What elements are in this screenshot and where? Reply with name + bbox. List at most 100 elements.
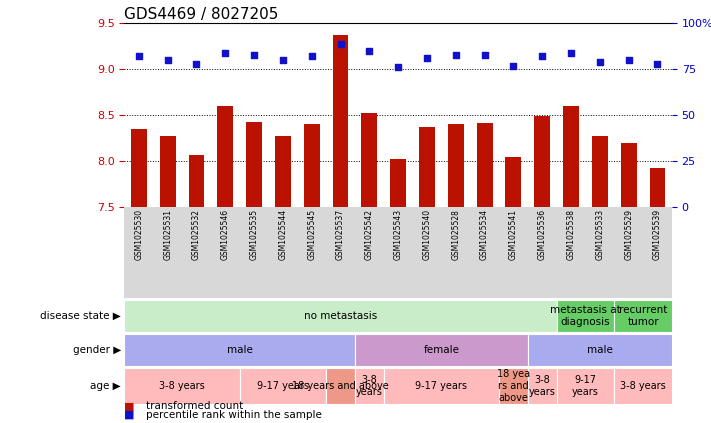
- Text: 9-17 years: 9-17 years: [257, 381, 309, 391]
- Bar: [131, 129, 146, 207]
- Point: [133, 53, 144, 60]
- Text: no metastasis: no metastasis: [304, 311, 377, 321]
- Text: GSM1025543: GSM1025543: [394, 209, 402, 260]
- Text: GSM1025540: GSM1025540: [422, 209, 432, 260]
- Point: [508, 62, 519, 69]
- Text: 9-17 years: 9-17 years: [415, 381, 467, 391]
- Bar: [124, 300, 557, 332]
- Text: GSM1025542: GSM1025542: [365, 209, 374, 260]
- Text: GSM1025528: GSM1025528: [451, 209, 460, 260]
- Bar: [557, 207, 585, 298]
- Bar: [304, 124, 320, 207]
- Text: disease state ▶: disease state ▶: [40, 311, 121, 321]
- Point: [220, 49, 231, 56]
- Bar: [124, 368, 240, 404]
- Text: recurrent
tumor: recurrent tumor: [619, 305, 667, 327]
- Text: 3-8
years: 3-8 years: [529, 375, 556, 397]
- Bar: [218, 106, 233, 207]
- Bar: [528, 334, 672, 366]
- Text: GSM1025531: GSM1025531: [163, 209, 172, 260]
- Text: GSM1025546: GSM1025546: [221, 209, 230, 260]
- Point: [594, 58, 606, 65]
- Text: metastasis at
diagnosis: metastasis at diagnosis: [550, 305, 621, 327]
- Bar: [557, 300, 614, 332]
- Text: GSM1025533: GSM1025533: [595, 209, 604, 260]
- Bar: [585, 207, 614, 298]
- Text: female: female: [423, 345, 459, 355]
- Point: [422, 55, 433, 62]
- Text: 18 yea
rs and
above: 18 yea rs and above: [497, 369, 530, 403]
- Point: [623, 57, 634, 63]
- Bar: [499, 368, 528, 404]
- Bar: [614, 300, 672, 332]
- Bar: [592, 135, 608, 207]
- Point: [652, 60, 663, 67]
- Text: GSM1025532: GSM1025532: [192, 209, 201, 260]
- Text: GSM1025541: GSM1025541: [509, 209, 518, 260]
- Bar: [506, 157, 521, 207]
- Text: GSM1025529: GSM1025529: [624, 209, 634, 260]
- Bar: [355, 368, 384, 404]
- Bar: [412, 207, 442, 298]
- Text: age ▶: age ▶: [90, 381, 121, 391]
- Bar: [355, 207, 384, 298]
- Text: 3-8 years: 3-8 years: [159, 381, 205, 391]
- Bar: [326, 368, 355, 404]
- Text: GSM1025545: GSM1025545: [307, 209, 316, 260]
- Text: GSM1025539: GSM1025539: [653, 209, 662, 260]
- Bar: [621, 143, 636, 207]
- Point: [479, 51, 491, 58]
- Bar: [448, 124, 464, 207]
- Bar: [240, 207, 269, 298]
- Bar: [534, 116, 550, 207]
- Text: ■: ■: [124, 409, 135, 420]
- Text: 3-8
years: 3-8 years: [356, 375, 383, 397]
- Bar: [557, 368, 614, 404]
- Text: GSM1025544: GSM1025544: [279, 209, 287, 260]
- Bar: [188, 155, 204, 207]
- Text: GSM1025530: GSM1025530: [134, 209, 144, 260]
- Bar: [563, 106, 579, 207]
- Bar: [384, 368, 499, 404]
- Bar: [326, 207, 355, 298]
- Text: 18 years and above: 18 years and above: [292, 381, 389, 391]
- Bar: [528, 207, 557, 298]
- Bar: [390, 159, 406, 207]
- Bar: [124, 334, 355, 366]
- Bar: [442, 207, 470, 298]
- Bar: [160, 137, 176, 207]
- Bar: [361, 113, 378, 207]
- Text: GSM1025538: GSM1025538: [567, 209, 575, 260]
- Point: [363, 47, 375, 54]
- Bar: [269, 207, 297, 298]
- Bar: [528, 368, 557, 404]
- Point: [306, 53, 317, 60]
- Bar: [499, 207, 528, 298]
- Bar: [297, 207, 326, 298]
- Text: male: male: [227, 345, 252, 355]
- Bar: [124, 207, 154, 298]
- Point: [335, 40, 346, 47]
- Text: 9-17
years: 9-17 years: [572, 375, 599, 397]
- Bar: [154, 207, 182, 298]
- Point: [450, 51, 461, 58]
- Bar: [614, 368, 672, 404]
- Point: [565, 49, 577, 56]
- Point: [248, 51, 260, 58]
- Bar: [384, 207, 412, 298]
- Bar: [355, 334, 528, 366]
- Text: gender ▶: gender ▶: [73, 345, 121, 355]
- Text: GDS4469 / 8027205: GDS4469 / 8027205: [124, 7, 279, 22]
- Bar: [246, 122, 262, 207]
- Bar: [240, 368, 326, 404]
- Point: [537, 53, 548, 60]
- Text: GSM1025534: GSM1025534: [480, 209, 489, 260]
- Bar: [275, 137, 291, 207]
- Text: percentile rank within the sample: percentile rank within the sample: [146, 409, 321, 420]
- Point: [162, 57, 173, 63]
- Text: GSM1025536: GSM1025536: [538, 209, 547, 260]
- Text: GSM1025535: GSM1025535: [250, 209, 259, 260]
- Bar: [419, 127, 435, 207]
- Point: [277, 57, 289, 63]
- Bar: [333, 35, 348, 207]
